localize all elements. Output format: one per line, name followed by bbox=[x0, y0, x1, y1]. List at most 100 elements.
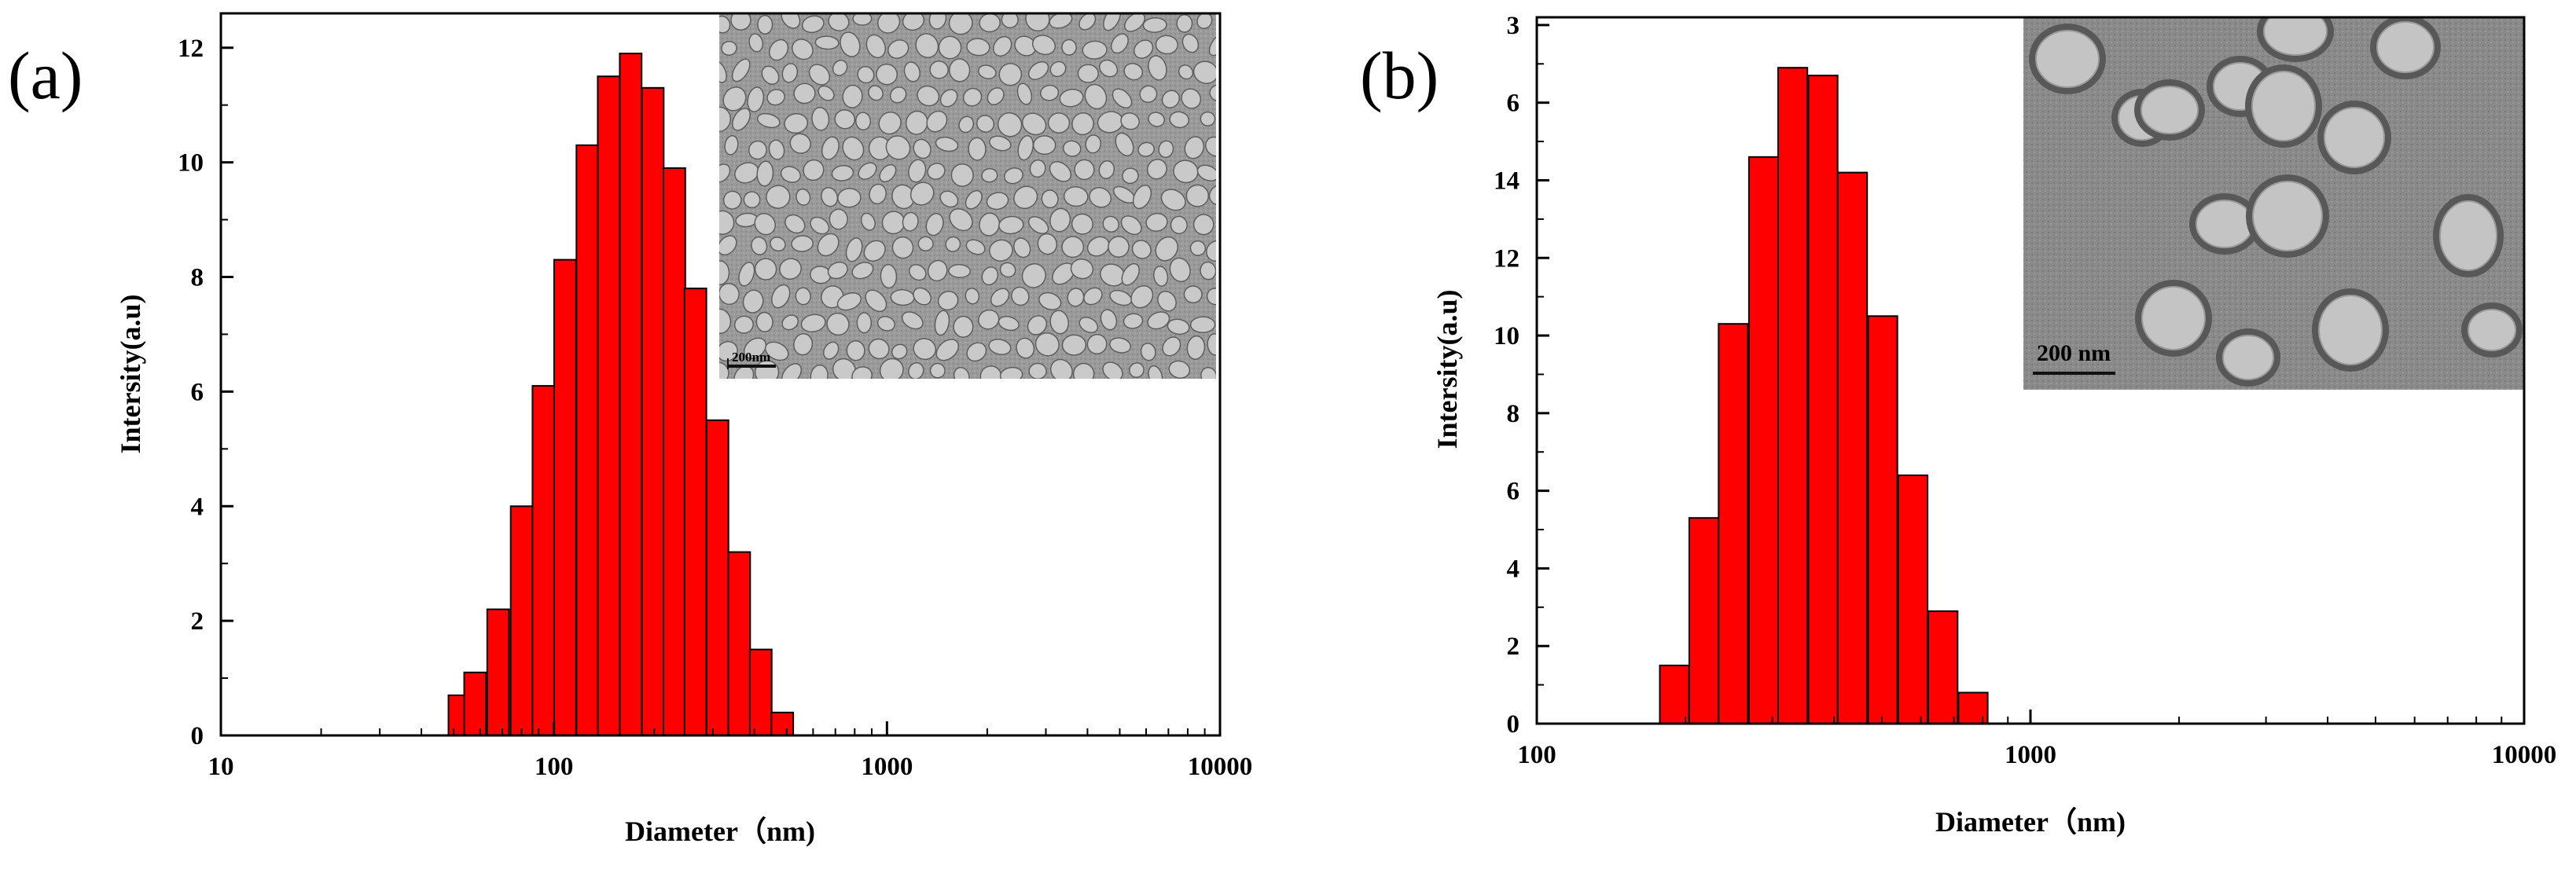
inset-a-particle bbox=[845, 237, 863, 262]
inset-a-particle bbox=[1025, 13, 1050, 32]
inset-a-particle bbox=[719, 308, 732, 335]
panel-b-x-tick-label: 10000 bbox=[2492, 741, 2557, 769]
inset-a-particle bbox=[902, 13, 924, 31]
inset-a-particle bbox=[1028, 362, 1047, 379]
inset-a-particle bbox=[929, 362, 946, 379]
inset-a-particle bbox=[868, 85, 884, 101]
inset-a-particle bbox=[1120, 112, 1140, 130]
inset-a-particle bbox=[988, 339, 1012, 355]
inset-a-particle bbox=[868, 338, 890, 360]
inset-a-particle bbox=[1109, 337, 1131, 354]
inset-a-particle bbox=[1131, 240, 1152, 259]
inset-a-particle bbox=[879, 163, 897, 183]
inset-a-particle bbox=[764, 341, 789, 361]
panel-a-y-tick-label: 8 bbox=[191, 264, 204, 292]
panel-a-axes: 0 2 4 6 8 10 12 10 100 1000 10000 bbox=[178, 35, 1252, 781]
inset-a-particle bbox=[719, 60, 727, 83]
inset-a-particle bbox=[751, 236, 768, 255]
inset-a-particle bbox=[1147, 311, 1170, 330]
inset-a-particle bbox=[719, 361, 729, 379]
inset-b-particle bbox=[2263, 17, 2328, 56]
inset-a-particle bbox=[1049, 207, 1071, 233]
inset-a-particle bbox=[953, 366, 970, 379]
inset-a-particle bbox=[1157, 290, 1177, 312]
inset-a-particle bbox=[817, 233, 840, 257]
inset-b-particle bbox=[2251, 71, 2316, 141]
inset-a-particle bbox=[793, 332, 814, 356]
inset-b-particle bbox=[2035, 30, 2100, 88]
inset-a-particle bbox=[865, 34, 886, 59]
inset-a-particle bbox=[1133, 39, 1154, 59]
inset-a-particle bbox=[854, 112, 872, 131]
inset-a-particle bbox=[781, 363, 803, 379]
inset-a-particle bbox=[908, 264, 927, 281]
inset-a-particle bbox=[755, 311, 774, 332]
inset-a-particle bbox=[869, 183, 887, 205]
inset-a-particle bbox=[814, 35, 840, 50]
inset-a-particle bbox=[821, 136, 840, 160]
inset-a-particle bbox=[1148, 55, 1167, 81]
inset-a-particle bbox=[1148, 112, 1166, 127]
panel-b-inset-particles bbox=[2029, 17, 2523, 387]
inset-a-particle bbox=[939, 89, 958, 108]
panel-b-y-tick-label: 6 bbox=[1507, 90, 1520, 118]
inset-a-particle bbox=[761, 65, 780, 86]
inset-a-particle bbox=[1186, 335, 1206, 360]
inset-a-particle bbox=[1014, 35, 1037, 57]
inset-a-particle bbox=[939, 190, 959, 208]
inset-a-particle bbox=[1027, 60, 1049, 80]
inset-a-particle bbox=[1200, 111, 1216, 126]
inset-a-particle bbox=[1160, 189, 1186, 211]
inset-b-particle bbox=[2318, 295, 2383, 365]
inset-a-particle bbox=[811, 106, 830, 131]
panel-b-y-tick-label: 3 bbox=[1507, 12, 1520, 40]
inset-a-particle bbox=[913, 338, 937, 361]
panel-b-bar bbox=[1867, 315, 1898, 724]
inset-a-particle bbox=[742, 289, 764, 314]
panel-b-inset: 200 nm bbox=[2023, 17, 2524, 390]
panel-b-x-axis-title: Diameter（nm) bbox=[1935, 806, 2126, 838]
inset-a-particle bbox=[927, 259, 948, 282]
inset-a-particle bbox=[756, 112, 781, 129]
inset-a-particle bbox=[965, 288, 980, 305]
inset-a-particle bbox=[789, 133, 811, 154]
inset-a-particle bbox=[887, 39, 910, 59]
inset-a-particle bbox=[1169, 111, 1189, 129]
inset-a-particle bbox=[821, 186, 839, 207]
inset-a-particle bbox=[880, 263, 898, 289]
inset-a-particle bbox=[791, 235, 814, 252]
inset-a-particle bbox=[1192, 60, 1216, 84]
inset-b-particle bbox=[2468, 309, 2516, 351]
inset-a-particle bbox=[858, 162, 877, 180]
inset-a-particle bbox=[780, 166, 801, 183]
inset-a-particle bbox=[1155, 35, 1178, 55]
inset-a-particle bbox=[1155, 236, 1178, 262]
inset-a-particle bbox=[1130, 284, 1154, 309]
panel-label-a: (a) bbox=[8, 38, 83, 113]
inset-a-particle bbox=[891, 343, 908, 360]
inset-a-particle bbox=[1034, 332, 1060, 357]
inset-a-particle bbox=[743, 337, 767, 360]
inset-a-particle bbox=[1153, 266, 1169, 287]
inset-a-particle bbox=[827, 261, 848, 280]
inset-a-particle bbox=[1039, 84, 1060, 101]
inset-a-particle bbox=[1123, 63, 1144, 81]
inset-a-particle bbox=[1021, 263, 1046, 288]
inset-a-particle bbox=[935, 339, 960, 361]
inset-a-particle bbox=[722, 86, 747, 112]
panel-a-inset: 200nm bbox=[719, 13, 1216, 379]
inset-a-particle bbox=[999, 262, 1016, 278]
inset-a-particle bbox=[1140, 343, 1156, 361]
inset-a-particle bbox=[981, 167, 998, 183]
panel-a-scale-label: 200nm bbox=[732, 350, 770, 365]
inset-a-particle bbox=[1108, 236, 1130, 258]
panel-a-bar bbox=[619, 53, 643, 737]
panel-a-bar bbox=[770, 711, 795, 736]
panel-a-bar bbox=[553, 258, 577, 737]
inset-a-particle bbox=[1070, 258, 1094, 280]
panel-b-y-tick-label: 4 bbox=[1507, 555, 1520, 583]
inset-a-particle bbox=[863, 240, 886, 262]
inset-a-particle bbox=[846, 339, 865, 361]
inset-a-particle bbox=[966, 342, 987, 362]
inset-a-particle bbox=[1200, 261, 1216, 280]
